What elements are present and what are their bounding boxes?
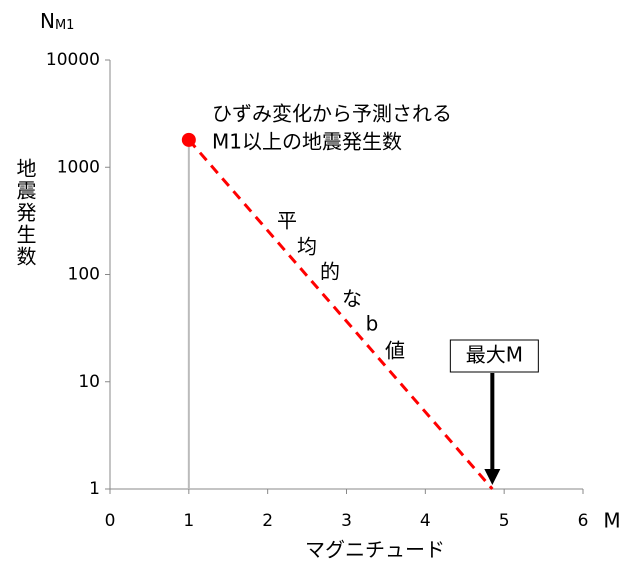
- y-tick-label: 1: [89, 479, 100, 499]
- line-label: 的: [320, 260, 340, 284]
- x-tick-label: 0: [105, 511, 116, 531]
- max-m-box: [449, 339, 539, 373]
- point: [181, 132, 196, 147]
- max-m-arrowhead: [484, 469, 501, 485]
- line-label: な: [342, 287, 362, 311]
- line-label: 平: [277, 209, 297, 233]
- y-tick-label: 10000: [46, 50, 100, 70]
- y-tick-label: 10: [78, 372, 100, 392]
- x-unit: M: [603, 509, 620, 533]
- point-label: ひずみ変化から予測される: [212, 102, 452, 126]
- line-label: 均: [297, 235, 317, 259]
- x-tick-label: 6: [578, 511, 589, 531]
- point-label: M1以上の地震発生数: [212, 130, 402, 154]
- y-unit: NM1: [40, 9, 74, 33]
- x-tick-label: 5: [499, 511, 510, 531]
- max-m-label: 最大M: [466, 343, 523, 367]
- line: [187, 138, 494, 490]
- x-tick-label: 3: [341, 511, 352, 531]
- y-axis-label: 地震発生数: [13, 158, 37, 268]
- x-tick-label: 1: [183, 511, 194, 531]
- x-tick-label: 4: [420, 511, 431, 531]
- x-axis-label: マグニチュード: [305, 538, 445, 562]
- line-label: 値: [385, 339, 405, 363]
- y-tick-label: 1000: [57, 157, 100, 177]
- line-label: b: [366, 312, 379, 336]
- x-tick-label: 2: [262, 511, 273, 531]
- y-tick-label: 100: [68, 265, 100, 285]
